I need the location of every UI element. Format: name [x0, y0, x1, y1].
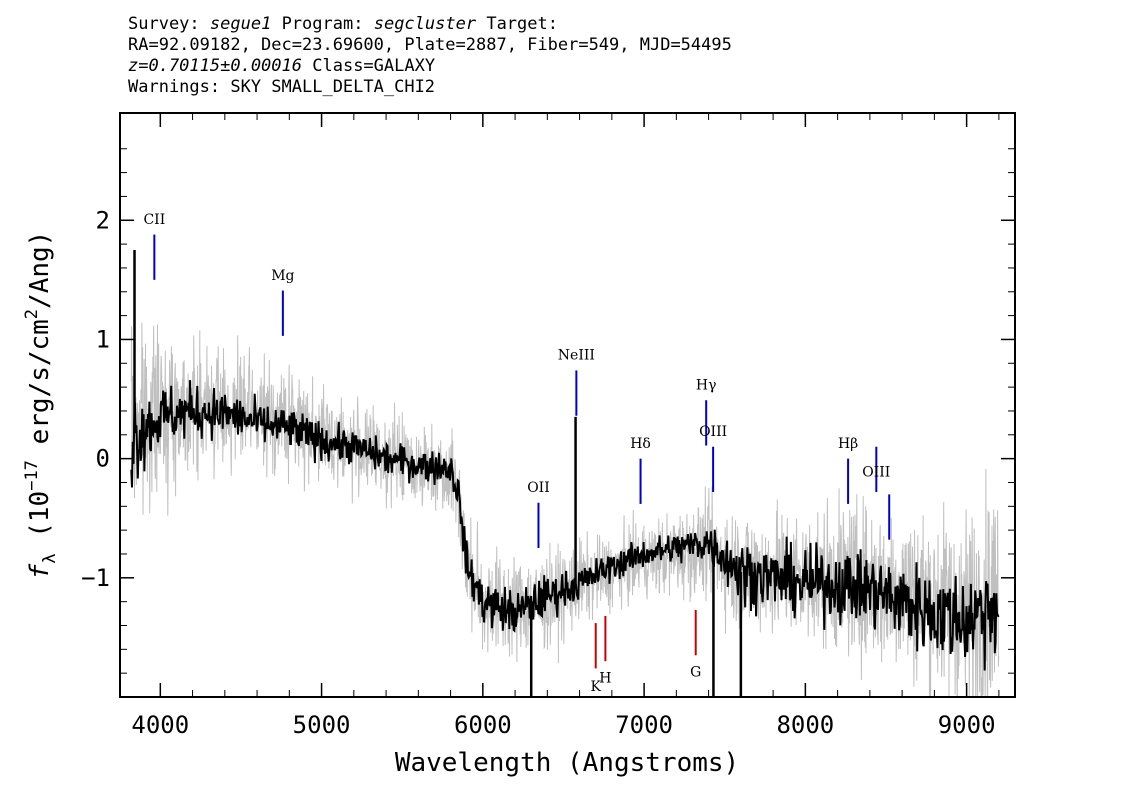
y-axis-units: erg/s/cm — [25, 319, 55, 460]
x-tick-label: 7000 — [615, 711, 673, 739]
x-tick-label: 4000 — [131, 711, 189, 739]
spectral-line-label: OIII — [699, 424, 727, 440]
spectral-line-label: G — [690, 665, 701, 681]
spectral-line-label: H — [599, 671, 611, 687]
y-axis-units-end: /Ang) — [25, 231, 55, 309]
x-axis-title: Wavelength (Angstroms) — [395, 748, 739, 778]
y-axis-square: 2 — [22, 309, 42, 319]
spectral-line-label: OIII — [862, 465, 890, 481]
redshift-value: z=0.70115±0.00016 — [128, 56, 302, 76]
flux-error-series-line — [130, 302, 1000, 697]
spectral-line-label: CII — [143, 212, 165, 228]
survey-label: Survey: — [128, 14, 200, 34]
x-tick-label: 5000 — [293, 711, 351, 739]
y-tick-label: 0 — [96, 445, 110, 473]
program-label: Program: — [281, 14, 364, 34]
spectral-line-label: Mg — [271, 268, 294, 284]
spectral-line-label: K — [590, 679, 601, 695]
class-value: Class=GALAXY — [312, 56, 436, 76]
program-name: segcluster — [373, 14, 477, 34]
y-tick-label: 2 — [96, 206, 110, 234]
spectral-line-label: Hδ — [630, 436, 651, 452]
y-axis-subscript: λ — [40, 553, 60, 563]
ticks-group: 4000 5000 6000 7000 8000 9000 −1 0 1 2 — [81, 113, 1015, 739]
plot-frame — [119, 112, 1016, 698]
header-line-1: Survey: segue1 Program: segcluster Targe… — [128, 14, 732, 35]
spectral-line-label: NeIII — [558, 348, 595, 364]
survey-name: segue1 — [209, 14, 272, 34]
spectral-line-label: Hγ — [696, 378, 717, 394]
y-axis-exponent: −17 — [22, 460, 42, 491]
spectrum-header: Survey: segue1 Program: segcluster Targe… — [128, 14, 732, 98]
x-tick-label: 9000 — [938, 711, 996, 739]
spectral-line-label: Hβ — [838, 436, 858, 452]
spectral-line-label: OII — [527, 480, 550, 496]
x-tick-label: 6000 — [454, 711, 512, 739]
flux-series-line — [130, 380, 1000, 671]
x-tick-label: 8000 — [776, 711, 834, 739]
header-line-3: z=0.70115±0.00016 Class=GALAXY — [128, 56, 732, 77]
y-axis-title: fλ (10−17 erg/s/cm2/Ang) — [22, 231, 60, 580]
y-tick-label: −1 — [81, 564, 110, 592]
coordinates-line: RA=92.09182, Dec=23.69600, Plate=2887, F… — [128, 35, 732, 55]
y-tick-label: 1 — [96, 325, 110, 353]
y-axis-symbol: f — [25, 563, 55, 579]
warnings-line: Warnings: SKY SMALL_DELTA_CHI2 — [128, 77, 436, 97]
series-group — [130, 250, 1000, 697]
target-label: Target: — [486, 14, 558, 34]
y-axis-scale: (10 — [25, 491, 55, 554]
